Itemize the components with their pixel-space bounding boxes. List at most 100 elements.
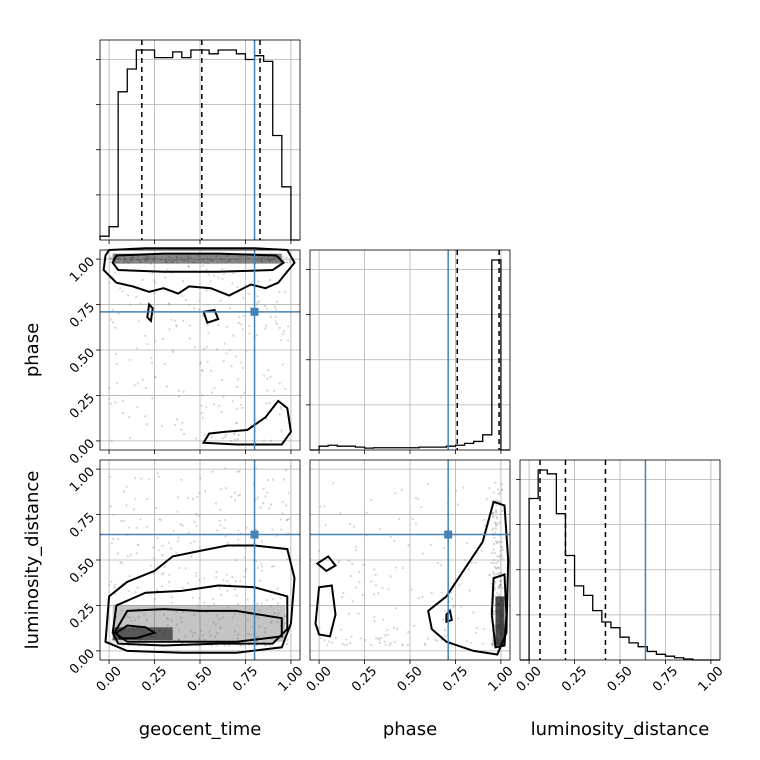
scatter-point: [212, 274, 216, 277]
scatter-point: [152, 556, 156, 560]
scatter-point: [195, 512, 198, 515]
scatter-point: [236, 603, 239, 606]
scatter-point: [121, 290, 124, 293]
scatter-point: [205, 406, 208, 409]
scatter-point: [175, 325, 178, 328]
contour-line: [202, 308, 220, 324]
scatter-point: [400, 488, 403, 491]
scatter-point: [178, 567, 181, 570]
scatter-point: [235, 558, 238, 562]
contour-line: [314, 584, 337, 638]
scatter-point: [142, 613, 145, 616]
scatter-point: [120, 609, 123, 612]
scatter-point: [348, 522, 352, 526]
scatter-point: [255, 644, 258, 647]
scatter-point: [235, 407, 238, 410]
contour-line: [146, 302, 154, 324]
x-tick-label: 0.00: [94, 664, 125, 695]
scatter-point: [175, 623, 179, 626]
scatter-point: [256, 496, 259, 499]
scatter-point: [231, 282, 234, 285]
scatter-point: [492, 542, 496, 546]
scatter-point: [217, 404, 221, 408]
scatter-point: [217, 324, 220, 327]
scatter-point: [136, 543, 139, 547]
scatter-point: [179, 523, 182, 526]
scatter-point: [224, 518, 227, 522]
scatter-point: [491, 642, 494, 645]
scatter-point: [274, 320, 277, 323]
scatter-point: [495, 522, 498, 525]
scatter-point: [234, 630, 237, 633]
scatter-point: [222, 359, 225, 363]
scatter-point: [497, 585, 500, 588]
scatter-point: [248, 325, 251, 328]
scatter-point: [129, 436, 132, 440]
scatter-point: [379, 636, 383, 639]
scatter-point: [499, 583, 503, 587]
scatter-point: [231, 576, 234, 579]
scatter-point: [492, 491, 495, 494]
scatter-point: [215, 529, 219, 532]
scatter-point: [251, 626, 254, 629]
scatter-point: [245, 350, 248, 353]
scatter-point: [458, 583, 461, 587]
scatter-point: [341, 596, 344, 599]
scatter-point: [260, 602, 263, 605]
scatter-point: [357, 612, 360, 615]
scatter-point: [365, 511, 368, 514]
scatter-point: [204, 490, 207, 493]
scatter-point: [221, 277, 224, 281]
scatter-point: [257, 280, 260, 283]
scatter-point: [386, 633, 389, 636]
scatter-point: [234, 580, 237, 583]
scatter-point: [434, 638, 437, 641]
scatter-point: [351, 600, 355, 603]
scatter-point: [455, 489, 458, 492]
scatter-point: [414, 522, 418, 525]
scatter-point: [499, 584, 502, 587]
scatter-point: [214, 635, 217, 638]
scatter-point: [430, 591, 433, 595]
scatter-point: [343, 643, 346, 647]
scatter-point: [163, 276, 167, 279]
scatter-point: [201, 634, 204, 637]
scatter-point: [280, 407, 283, 411]
contour-line: [104, 544, 296, 654]
scatter-point: [117, 538, 120, 541]
scatter-point: [416, 498, 420, 501]
scatter-point: [110, 542, 113, 545]
scatter-point: [498, 584, 502, 587]
axis-labels: geocent_time phase luminosity_distance p…: [22, 323, 709, 740]
scatter-point: [221, 616, 225, 619]
scatter-point: [134, 497, 137, 500]
scatter-point: [266, 491, 269, 494]
scatter-point: [495, 509, 498, 512]
scatter-point: [231, 616, 234, 619]
scatter-point: [211, 597, 215, 601]
scatter-point: [215, 570, 218, 573]
scatter-point: [495, 567, 498, 570]
scatter-point: [165, 617, 169, 620]
scatter-point: [494, 499, 497, 502]
scatter-point: [281, 363, 284, 366]
x-tick-label: 0.00: [304, 664, 335, 695]
scatter-point: [374, 637, 378, 640]
scatter-point: [239, 580, 242, 583]
scatter-point: [286, 518, 289, 521]
scatter-point: [389, 535, 392, 539]
scatter-point: [109, 256, 112, 259]
scatter-point: [256, 566, 260, 569]
scatter-point: [220, 593, 223, 596]
scatter-point: [197, 308, 201, 311]
scatter-point: [223, 342, 226, 345]
scatter-point: [496, 540, 499, 543]
scatter-point: [214, 502, 218, 505]
scatter-point: [378, 641, 381, 645]
scatter-point: [200, 404, 203, 407]
scatter-point: [492, 573, 496, 576]
scatter-point: [496, 517, 499, 520]
scatter-point: [381, 586, 384, 589]
scatter-point: [112, 513, 115, 516]
scatter-point: [494, 588, 497, 591]
